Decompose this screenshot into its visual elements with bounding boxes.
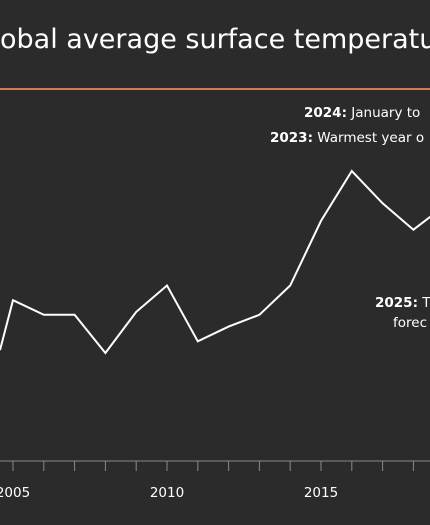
x-tick-label: 2005: [0, 485, 30, 501]
annotation-2023: 2023: Warmest year o: [270, 130, 424, 146]
annotation-2025: 2025: T: [375, 295, 430, 311]
x-tick-label: 2015: [304, 485, 338, 501]
annotation-2025-line2: forec: [393, 315, 427, 331]
annotation-2025-year: 2025:: [375, 295, 418, 311]
annotation-2025-text: T: [418, 295, 430, 311]
annotation-2023-year: 2023:: [270, 130, 313, 146]
annotation-2024-text: January to: [347, 105, 420, 121]
chart-title: obal average surface temperature: [0, 24, 430, 55]
annotation-2023-text: Warmest year o: [313, 130, 424, 146]
data-points: [0, 171, 430, 353]
series-line: [0, 169, 430, 355]
x-tick-label: 2010: [150, 485, 184, 501]
annotation-2024-year: 2024:: [304, 105, 347, 121]
annotation-2024: 2024: January to: [304, 105, 420, 121]
x-axis: 2005 2010 2015: [0, 460, 430, 501]
